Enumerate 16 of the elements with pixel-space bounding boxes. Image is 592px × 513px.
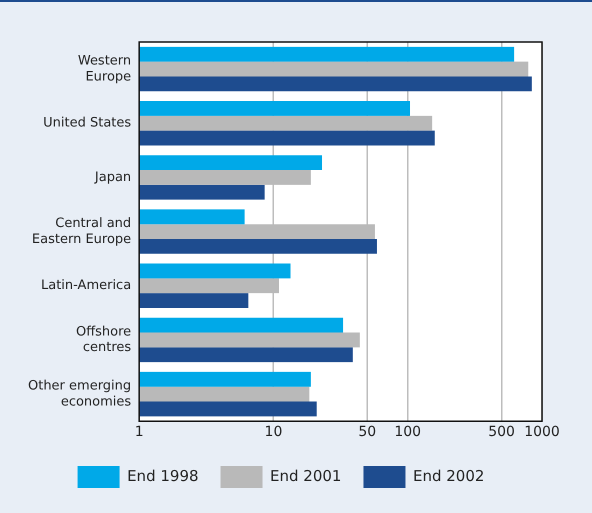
x-tick-label: 100 [394,424,422,440]
legend-label: End 1998 [127,466,199,485]
x-tick-label: 50 [358,424,376,440]
x-tick-label: 10 [264,424,282,440]
y-tick-label: Latin-America [40,278,132,294]
x-tick-label: 1 [134,424,144,440]
legend-label: End 2002 [412,466,484,485]
y-tick-label: Japan [94,170,132,185]
y-tick-label: Offshore centres [76,324,132,356]
y-tick-label: Other emerging economies [28,378,132,410]
x-tick-label: 1000 [524,424,560,440]
legend-label: End 2001 [270,466,342,485]
y-tick-label: Central and Eastern Europe [32,216,132,247]
y-tick-label: United States [43,116,132,131]
y-tick-label: Western Europe [78,54,132,84]
x-tick-label: 500 [488,424,515,440]
